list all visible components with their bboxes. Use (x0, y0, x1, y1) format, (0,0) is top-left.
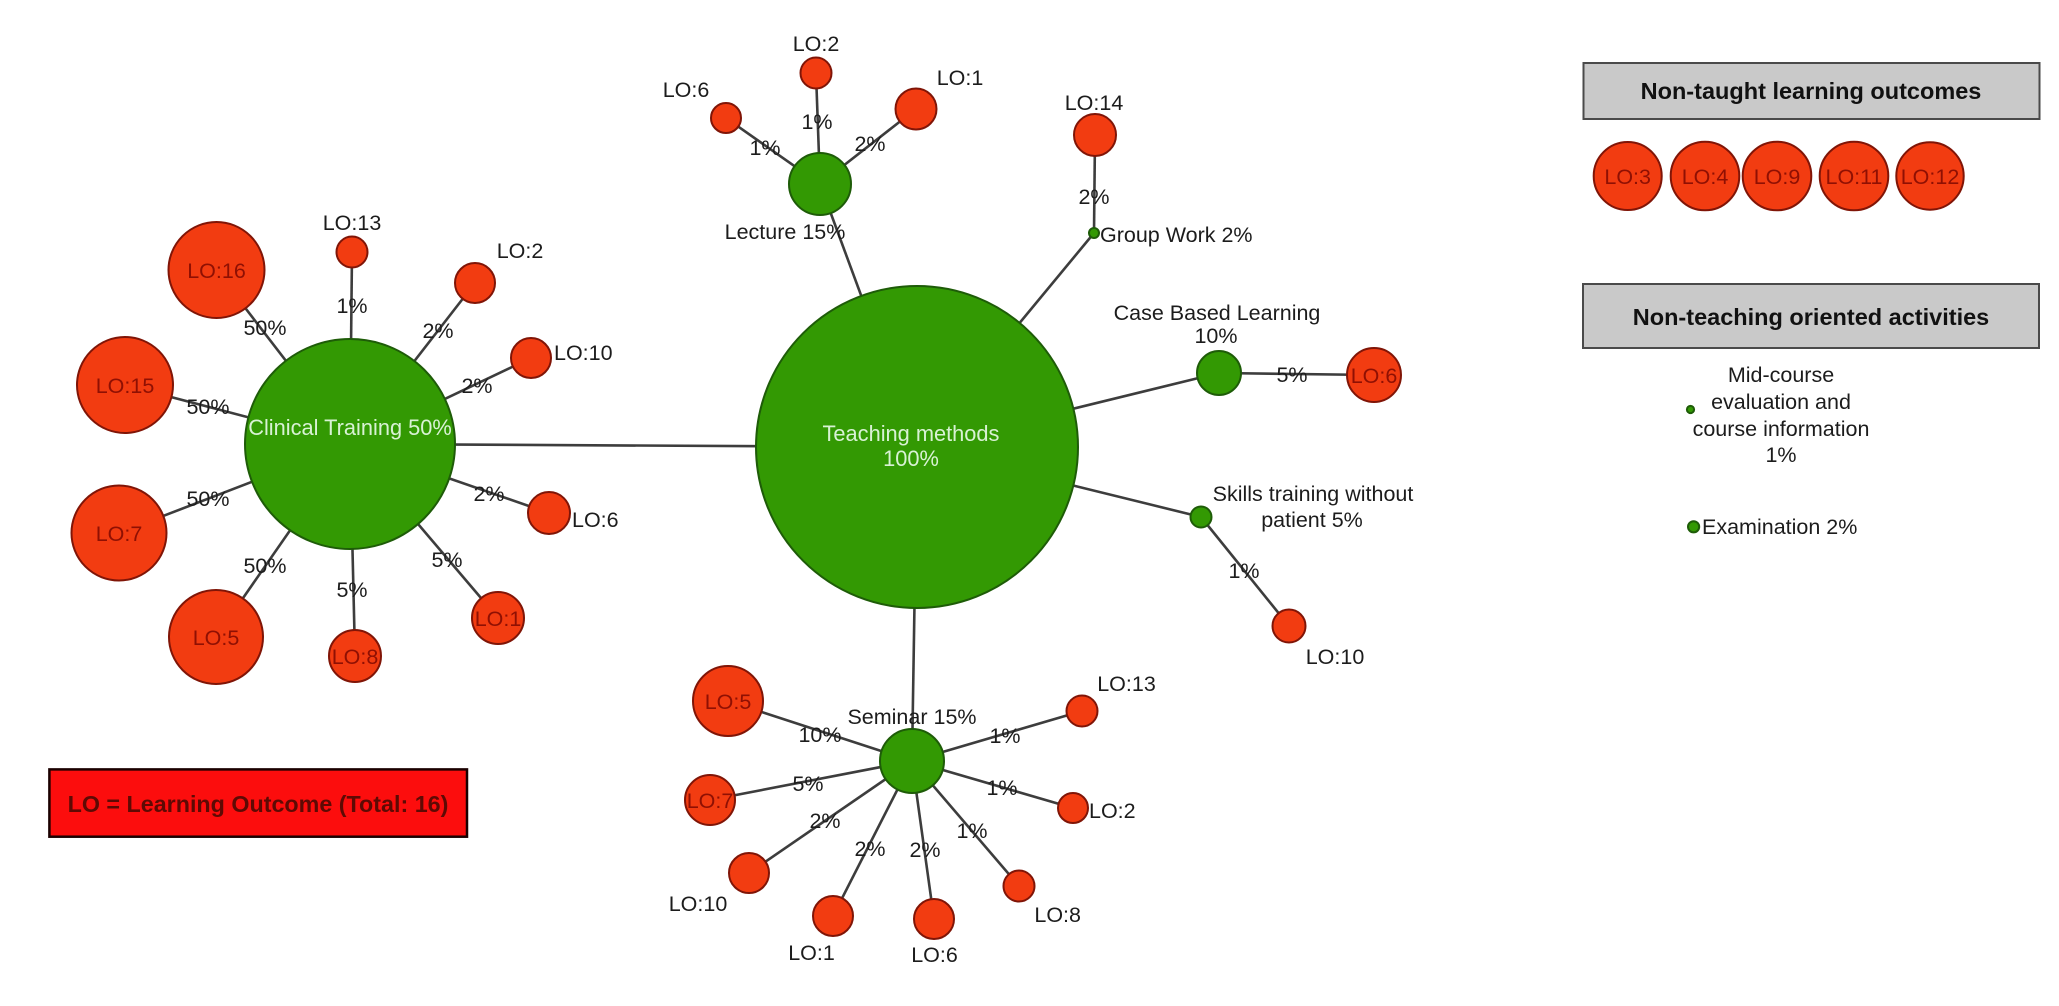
svg-text:5%: 5% (792, 772, 823, 796)
svg-text:LO = Learning Outcome (Total:: LO = Learning Outcome (Total: 16) (68, 791, 449, 817)
svg-text:LO:5: LO:5 (193, 626, 240, 650)
svg-text:1%: 1% (801, 110, 832, 134)
svg-text:LO:9: LO:9 (1754, 165, 1801, 189)
svg-text:50%: 50% (186, 395, 229, 419)
svg-text:Group Work 2%: Group Work 2% (1100, 223, 1253, 247)
svg-text:Non-teaching oriented activiti: Non-teaching oriented activities (1633, 304, 1989, 330)
svg-text:LO:6: LO:6 (1351, 364, 1398, 388)
svg-text:LO:2: LO:2 (793, 32, 840, 56)
svg-text:Examination 2%: Examination 2% (1702, 515, 1857, 539)
svg-text:Clinical Training 50%: Clinical Training 50% (248, 415, 452, 440)
svg-text:1%: 1% (1228, 559, 1259, 583)
svg-text:5%: 5% (1276, 363, 1307, 387)
svg-text:LO:14: LO:14 (1065, 91, 1124, 115)
svg-text:1%: 1% (1765, 443, 1796, 467)
svg-text:2%: 2% (809, 809, 840, 833)
svg-text:5%: 5% (431, 548, 462, 572)
svg-text:10%: 10% (798, 723, 841, 747)
svg-text:Teaching methods: Teaching methods (823, 421, 1000, 446)
svg-text:50%: 50% (243, 316, 286, 340)
svg-text:evaluation and: evaluation and (1711, 390, 1851, 414)
svg-text:LO:13: LO:13 (1097, 672, 1156, 696)
svg-text:2%: 2% (909, 838, 940, 862)
svg-text:LO:2: LO:2 (1089, 799, 1136, 823)
svg-text:LO:8: LO:8 (332, 645, 379, 669)
svg-text:Case Based Learning: Case Based Learning (1114, 301, 1321, 325)
svg-text:LO:4: LO:4 (1682, 165, 1729, 189)
svg-text:100%: 100% (883, 446, 939, 471)
svg-text:Seminar 15%: Seminar 15% (847, 705, 976, 729)
svg-text:LO:1: LO:1 (475, 607, 522, 631)
svg-text:Skills training without: Skills training without (1213, 482, 1414, 506)
svg-text:Mid-course: Mid-course (1728, 363, 1834, 387)
svg-text:5%: 5% (336, 578, 367, 602)
svg-text:50%: 50% (243, 554, 286, 578)
svg-text:LO:1: LO:1 (788, 941, 835, 965)
svg-text:LO:1: LO:1 (937, 66, 984, 90)
svg-text:1%: 1% (956, 819, 987, 843)
svg-text:LO:6: LO:6 (911, 943, 958, 967)
svg-text:LO:8: LO:8 (1034, 903, 1081, 927)
svg-text:10%: 10% (1194, 324, 1237, 348)
svg-text:LO:7: LO:7 (687, 789, 734, 813)
svg-text:LO:6: LO:6 (663, 78, 710, 102)
svg-text:LO:10: LO:10 (1306, 645, 1365, 669)
svg-text:50%: 50% (186, 487, 229, 511)
svg-text:LO:10: LO:10 (554, 341, 613, 365)
svg-text:LO:7: LO:7 (96, 522, 143, 546)
svg-text:Non-taught learning outcomes: Non-taught learning outcomes (1641, 78, 1982, 104)
svg-text:1%: 1% (336, 294, 367, 318)
svg-text:2%: 2% (1078, 185, 1109, 209)
svg-text:LO:10: LO:10 (669, 892, 728, 916)
svg-text:LO:15: LO:15 (96, 374, 155, 398)
svg-text:2%: 2% (854, 132, 885, 156)
svg-text:LO:3: LO:3 (1604, 165, 1651, 189)
svg-text:2%: 2% (422, 319, 453, 343)
svg-text:LO:12: LO:12 (1901, 165, 1960, 189)
svg-text:LO:11: LO:11 (1826, 165, 1883, 189)
svg-text:LO:5: LO:5 (705, 690, 752, 714)
svg-text:LO:2: LO:2 (497, 239, 544, 263)
svg-text:patient 5%: patient 5% (1261, 508, 1363, 532)
svg-text:1%: 1% (986, 776, 1017, 800)
svg-text:1%: 1% (989, 724, 1020, 748)
svg-text:2%: 2% (473, 482, 504, 506)
svg-text:LO:13: LO:13 (323, 211, 382, 235)
svg-text:2%: 2% (854, 837, 885, 861)
svg-text:LO:6: LO:6 (572, 508, 619, 532)
svg-text:LO:16: LO:16 (187, 259, 246, 283)
svg-text:Lecture 15%: Lecture 15% (725, 220, 846, 244)
svg-text:1%: 1% (749, 136, 780, 160)
svg-text:course information: course information (1693, 417, 1870, 441)
svg-text:2%: 2% (461, 374, 492, 398)
